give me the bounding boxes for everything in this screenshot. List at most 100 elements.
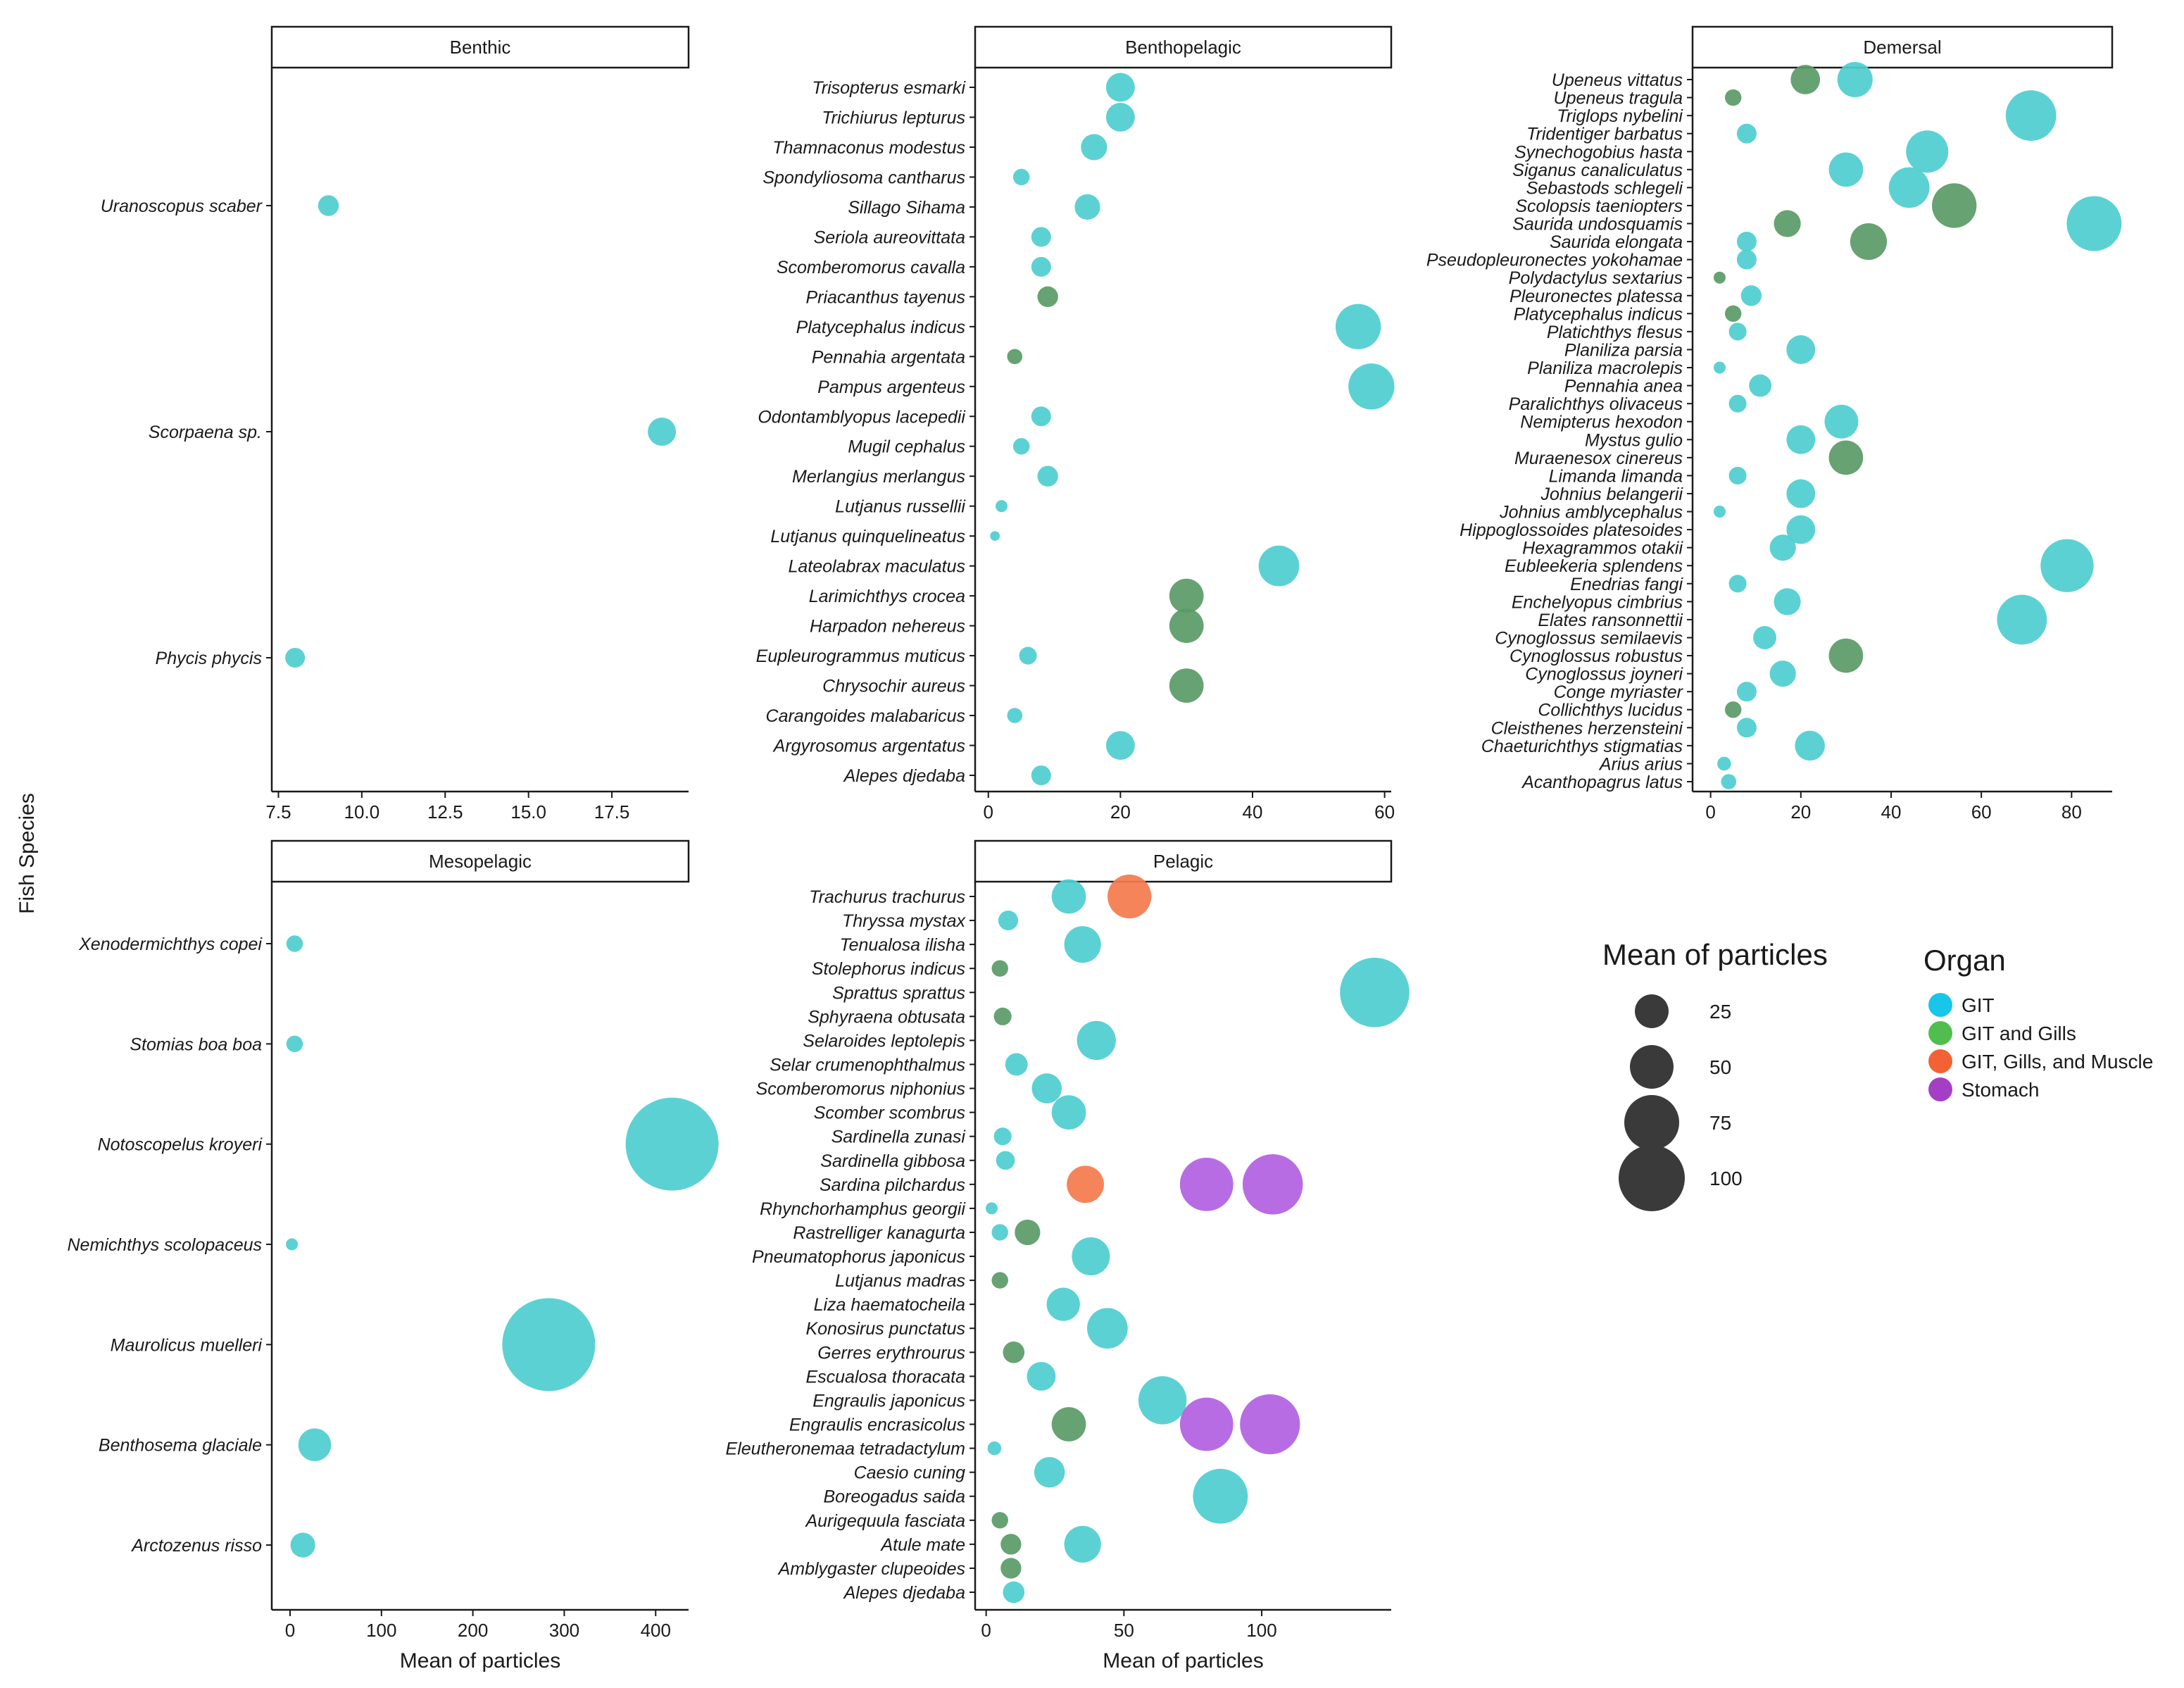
species-label: Enchelyopus cimbrius — [1512, 592, 1683, 612]
bubble-point — [1728, 323, 1747, 341]
bubble-point — [1753, 625, 1777, 649]
bubble-point — [1015, 1219, 1041, 1246]
bubble-point — [1037, 286, 1058, 308]
species-label: Sillago Sihama — [848, 198, 965, 218]
species-label: Synechogobius hasta — [1514, 142, 1683, 162]
species-label: Pneumatophorus japonicus — [752, 1247, 965, 1267]
species-label: Trachurus trachurus — [809, 887, 965, 907]
species-label: Muraenesox cinereus — [1514, 449, 1683, 468]
x-tick-label: 300 — [549, 1620, 579, 1641]
bubble-point — [1031, 1073, 1062, 1104]
bubble-point — [1081, 134, 1107, 161]
species-label: Limanda limanda — [1549, 466, 1683, 486]
bubble-point — [991, 1512, 1008, 1529]
bubble-point — [1786, 479, 1816, 508]
species-label: Saurida undosquamis — [1512, 215, 1683, 235]
x-tick-label: 100 — [1246, 1620, 1276, 1641]
species-label: Nemichthys scolopaceus — [67, 1235, 262, 1255]
facet-title-demersal: Demersal — [1863, 37, 1941, 58]
bubble-point — [1012, 168, 1030, 186]
x-tick-label: 7.5 — [265, 801, 291, 823]
bubble-point — [998, 911, 1018, 931]
x-axis-title: Mean of particles — [1103, 1649, 1263, 1673]
bubble-point — [1786, 425, 1816, 454]
species-label: Sphyraena obtusata — [808, 1007, 965, 1027]
species-label: Triglops nybelini — [1557, 106, 1683, 126]
x-tick-label: 50 — [1114, 1620, 1134, 1641]
bubble-point — [290, 1532, 315, 1558]
species-label: Arius arius — [1598, 754, 1683, 774]
bubble-point — [1786, 335, 1816, 364]
bubble-point — [985, 1202, 998, 1215]
species-label: Notoscopelus kroyeri — [98, 1135, 263, 1155]
bubble-point — [1790, 65, 1821, 94]
size-legend-bubble — [1619, 1145, 1685, 1211]
x-tick-label: 80 — [2061, 801, 2082, 823]
bubble-point — [993, 1127, 1012, 1146]
bubble-point — [1086, 1308, 1128, 1349]
species-label: Rhynchorhamphus georgii — [760, 1199, 966, 1219]
species-label: Polydactylus sextarius — [1509, 268, 1683, 288]
bubble-point — [991, 1272, 1008, 1289]
species-label: Cynoglossus semilaevis — [1495, 628, 1683, 648]
bubble-point — [1724, 89, 1742, 106]
bubble-point — [1335, 304, 1381, 350]
bubble-point — [1179, 1157, 1234, 1211]
bubble-point — [1713, 271, 1726, 284]
bubble-point — [1774, 210, 1801, 237]
species-label: Eupleurogrammus muticus — [756, 646, 965, 666]
species-label: Alepes djedaba — [843, 766, 965, 786]
species-label: Mystus gulio — [1585, 430, 1683, 450]
bubble-point — [996, 1151, 1015, 1170]
x-axis-title: Mean of particles — [400, 1649, 560, 1673]
bubble-point — [1795, 730, 1825, 761]
bubble-point — [1997, 594, 2047, 645]
species-label: Seriola aureovittata — [814, 227, 966, 247]
species-label: Sprattus sprattus — [832, 983, 965, 1003]
bubble-point — [1034, 1456, 1065, 1488]
species-label: Lutjanus quinquelineatus — [770, 527, 965, 546]
bubble-point — [991, 960, 1008, 977]
bubble-point — [1736, 718, 1757, 738]
facet-title-benthic: Benthic — [450, 37, 511, 58]
species-label: Cynoglossus robustus — [1510, 646, 1683, 666]
species-label: Amblygaster clupeoides — [777, 1559, 965, 1579]
bubble-point — [1736, 232, 1757, 252]
species-label: Scolopsis taeniopters — [1515, 196, 1683, 216]
species-label: Pleuronectes platessa — [1510, 287, 1683, 306]
bubble-point — [625, 1097, 719, 1191]
bubble-point — [1105, 731, 1135, 760]
bubble-point — [1051, 1407, 1086, 1442]
bubble-point — [1107, 874, 1152, 919]
color-legend-key — [1928, 1077, 1952, 1101]
size-legend-bubble — [1630, 1045, 1674, 1089]
species-label: Engraulis japonicus — [812, 1391, 965, 1411]
bubble-point — [1717, 756, 1731, 771]
bubble-point — [1850, 223, 1888, 261]
species-label: Lutjanus madras — [835, 1271, 965, 1291]
species-label: Priacanthus tayenus — [805, 287, 965, 307]
species-label: Trisopterus esmarki — [812, 78, 966, 98]
bubble-point — [1105, 73, 1135, 102]
species-label: Boreogadus saida — [823, 1487, 965, 1507]
bubble-point — [1064, 926, 1101, 963]
species-label: Upeneus tragula — [1554, 89, 1683, 108]
bubble-point — [1074, 194, 1100, 220]
bubble-point — [1012, 438, 1030, 455]
size-legend-bubble — [1624, 1095, 1679, 1150]
species-label: Scomberomorus cavalla — [777, 258, 965, 277]
species-label: Harpadon nehereus — [810, 617, 965, 637]
x-tick-label: 400 — [641, 1620, 671, 1641]
bubble-point — [1828, 440, 1864, 475]
bubble-point — [987, 1441, 1002, 1456]
bubble-point — [1003, 1341, 1025, 1363]
species-label: Tridentiger barbatus — [1526, 125, 1683, 144]
facet-strip-benthic — [270, 25, 690, 69]
species-label: Paralichthys olivaceus — [1509, 394, 1683, 414]
species-label: Stomias boa boa — [130, 1034, 262, 1054]
bubble-point — [1824, 404, 1859, 439]
color-legend-label: GIT, Gills, and Muscle — [1962, 1051, 2153, 1073]
bubble-point — [1003, 1581, 1025, 1603]
color-legend-key — [1928, 1049, 1952, 1073]
